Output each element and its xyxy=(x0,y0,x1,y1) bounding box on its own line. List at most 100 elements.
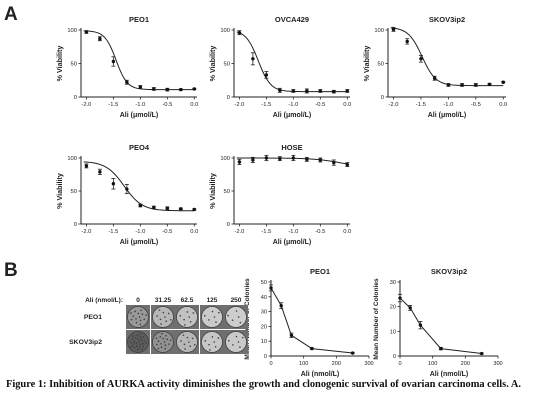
data-point xyxy=(418,323,423,327)
data-point xyxy=(332,89,336,94)
x-axis-label: Ali (nmol/L) xyxy=(301,371,340,378)
colony-dot xyxy=(239,346,241,348)
colony-dot xyxy=(157,347,160,350)
colony-dot xyxy=(242,336,244,339)
colony-dot xyxy=(135,337,137,339)
data-point xyxy=(138,85,143,89)
colony-dot xyxy=(192,312,195,314)
colony-dot xyxy=(218,311,220,314)
data-point xyxy=(318,158,323,162)
y-tick-label: 10 xyxy=(261,339,267,345)
colony-dot xyxy=(138,346,141,349)
colony-dot xyxy=(160,323,162,325)
colony-dot xyxy=(227,314,229,317)
y-tick-label: 0 xyxy=(264,354,267,360)
colony-dot xyxy=(183,343,186,346)
y-axis-label: % Viability xyxy=(55,46,64,82)
chart-title: SKOV3ip2 xyxy=(431,267,467,276)
colony-dot xyxy=(161,332,163,335)
colony-dot xyxy=(235,310,238,312)
colony-dot xyxy=(137,312,140,315)
colony-dot xyxy=(132,335,134,337)
x-tick-label: 300 xyxy=(364,361,373,367)
data-point xyxy=(269,286,273,290)
y-axis-label: % Viability xyxy=(208,173,217,209)
colony-dot xyxy=(135,321,138,324)
data-point xyxy=(446,83,451,87)
data-point xyxy=(84,164,89,168)
colony-dot xyxy=(169,319,172,321)
colony-dot xyxy=(167,312,170,315)
colony-dot xyxy=(231,319,234,321)
data-point xyxy=(192,207,197,212)
x-tick-label: -2.0 xyxy=(234,229,244,235)
data-point xyxy=(278,88,282,93)
y-tick-label: 100 xyxy=(67,28,77,34)
colony-dot xyxy=(217,337,220,339)
colony-dot xyxy=(168,343,170,345)
y-tick-label: 100 xyxy=(67,156,77,162)
colony-dot xyxy=(213,316,216,318)
colony-dot xyxy=(143,339,145,342)
colony-dot xyxy=(132,315,135,317)
culture-well xyxy=(127,306,149,328)
data-point xyxy=(152,87,156,91)
colony-dot xyxy=(160,346,163,349)
x-tick-label: -1.0 xyxy=(135,229,145,235)
fit-curve xyxy=(390,27,504,87)
colony-dot xyxy=(159,336,162,338)
concentration-label: 0 xyxy=(136,297,140,304)
culture-well xyxy=(201,306,223,328)
data-point xyxy=(125,187,129,191)
row-label-skov3ip2: SKOV3ip2 xyxy=(69,339,102,346)
colony-dot xyxy=(237,341,240,343)
x-tick-label: -1.5 xyxy=(108,229,118,235)
x-axis-label: Ali (μmol/L) xyxy=(120,112,159,119)
colony-dot xyxy=(136,334,138,337)
colony-dot xyxy=(138,333,141,335)
y-tick-label: 40 xyxy=(261,295,267,301)
series-line xyxy=(399,297,482,355)
colony-dot xyxy=(159,318,162,321)
colony-dot xyxy=(130,318,133,321)
colony-dot xyxy=(169,339,172,342)
colony-dot xyxy=(184,324,186,326)
data-point xyxy=(460,83,464,87)
colony-dot xyxy=(157,340,160,343)
x-tick-label: -1.0 xyxy=(288,102,298,108)
data-point xyxy=(474,83,478,87)
y-axis-label: Mean Number of Colonies xyxy=(373,278,380,360)
data-point xyxy=(138,203,143,208)
colony-dot xyxy=(188,316,191,318)
colony-dot xyxy=(191,337,194,340)
colony-dot xyxy=(131,338,134,340)
colony-dot xyxy=(188,341,190,343)
data-point xyxy=(279,303,283,308)
y-tick-label: 100 xyxy=(220,156,230,162)
culture-well xyxy=(225,306,247,328)
y-tick-label: 10 xyxy=(390,329,396,335)
colony-dot xyxy=(130,345,133,348)
x-tick-label: -1.0 xyxy=(135,102,145,108)
data-point xyxy=(291,89,296,93)
y-axis-label: % Viability xyxy=(208,46,217,82)
row-label-peo1: PEO1 xyxy=(84,314,102,321)
x-tick-label: -0.5 xyxy=(162,102,172,108)
colony-dot xyxy=(139,319,142,322)
y-tick-label: 50 xyxy=(224,62,230,68)
data-point xyxy=(432,76,437,80)
x-tick-label: 0.0 xyxy=(499,102,507,108)
chart-peo1-0: -2.0 -1.5 -1.0 -0.5 0.0 0 50 100 PEO1 Ali (μmol/L… xyxy=(55,15,198,119)
colony-dot xyxy=(239,321,242,324)
y-tick-label: 100 xyxy=(374,28,384,34)
data-point xyxy=(487,82,492,86)
culture-well xyxy=(152,306,174,328)
chart-title: PEO1 xyxy=(310,267,330,276)
colony-dot xyxy=(138,316,141,318)
data-point xyxy=(289,333,294,337)
colony-dot xyxy=(211,336,214,338)
x-tick-label: -0.5 xyxy=(315,102,325,108)
colony-dot xyxy=(135,318,137,320)
x-tick-label: -1.5 xyxy=(261,102,271,108)
data-point xyxy=(332,160,336,165)
